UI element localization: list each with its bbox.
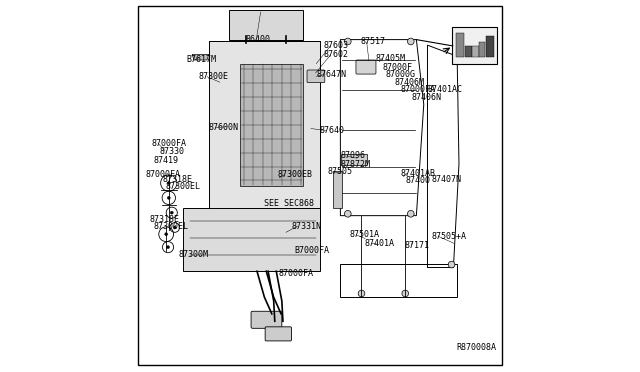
Text: 87400: 87400 bbox=[406, 176, 431, 185]
Circle shape bbox=[408, 211, 414, 217]
FancyBboxPatch shape bbox=[479, 42, 485, 57]
Text: 87501A: 87501A bbox=[349, 230, 380, 240]
Text: B7617M: B7617M bbox=[187, 55, 216, 64]
Circle shape bbox=[167, 182, 170, 185]
Polygon shape bbox=[192, 54, 209, 60]
Polygon shape bbox=[183, 208, 320, 271]
Text: 87300EL: 87300EL bbox=[165, 182, 200, 191]
Circle shape bbox=[173, 226, 176, 229]
Text: 87419: 87419 bbox=[153, 156, 178, 165]
FancyBboxPatch shape bbox=[452, 27, 497, 64]
Text: 87647N: 87647N bbox=[316, 70, 346, 79]
Text: 87000G: 87000G bbox=[386, 70, 416, 79]
Text: 87330: 87330 bbox=[160, 147, 185, 156]
Text: 87300EL: 87300EL bbox=[153, 222, 188, 231]
Text: 87300E: 87300E bbox=[198, 72, 228, 81]
Text: 87318E: 87318E bbox=[150, 215, 179, 224]
FancyBboxPatch shape bbox=[307, 70, 325, 83]
Text: 87505: 87505 bbox=[328, 167, 353, 176]
Text: 87602: 87602 bbox=[324, 50, 349, 59]
FancyBboxPatch shape bbox=[251, 311, 282, 328]
Text: 87600N: 87600N bbox=[209, 123, 239, 132]
Circle shape bbox=[170, 211, 173, 214]
Text: 87171: 87171 bbox=[404, 241, 429, 250]
Text: B7000FA: B7000FA bbox=[295, 246, 330, 255]
Polygon shape bbox=[209, 41, 320, 208]
FancyBboxPatch shape bbox=[340, 154, 367, 164]
Text: 87300EB: 87300EB bbox=[277, 170, 312, 179]
Circle shape bbox=[344, 211, 351, 217]
Circle shape bbox=[164, 233, 168, 235]
Text: R870008A: R870008A bbox=[456, 343, 497, 352]
Text: 87406M: 87406M bbox=[394, 78, 424, 87]
Circle shape bbox=[344, 38, 351, 45]
Text: 87401A: 87401A bbox=[364, 239, 394, 248]
Text: 87300M: 87300M bbox=[179, 250, 209, 259]
Text: 87407N: 87407N bbox=[431, 175, 461, 184]
Circle shape bbox=[166, 246, 170, 248]
Text: 87401AC: 87401AC bbox=[428, 85, 463, 94]
Circle shape bbox=[408, 38, 414, 45]
FancyBboxPatch shape bbox=[465, 45, 472, 57]
FancyBboxPatch shape bbox=[265, 327, 291, 341]
Text: 87872M: 87872M bbox=[340, 160, 371, 169]
FancyBboxPatch shape bbox=[472, 45, 479, 57]
Text: 87096: 87096 bbox=[340, 151, 365, 160]
Circle shape bbox=[358, 290, 365, 297]
Text: 87318E: 87318E bbox=[163, 175, 193, 184]
Text: 87406N: 87406N bbox=[412, 93, 442, 102]
Text: 87000FA: 87000FA bbox=[145, 170, 180, 179]
FancyBboxPatch shape bbox=[356, 60, 376, 74]
Polygon shape bbox=[456, 33, 464, 57]
Polygon shape bbox=[229, 10, 303, 39]
Text: 87401AB: 87401AB bbox=[401, 169, 436, 177]
Circle shape bbox=[402, 290, 408, 297]
Polygon shape bbox=[333, 171, 342, 208]
Text: 87640: 87640 bbox=[319, 126, 344, 135]
Text: 87505+A: 87505+A bbox=[431, 231, 466, 241]
Text: 87000FA: 87000FA bbox=[278, 269, 314, 278]
Polygon shape bbox=[240, 64, 303, 186]
Text: 87517: 87517 bbox=[360, 37, 385, 46]
Text: 87405M: 87405M bbox=[376, 54, 406, 62]
Text: 87331N: 87331N bbox=[291, 221, 321, 231]
Text: 87603: 87603 bbox=[324, 41, 349, 50]
Text: 86400: 86400 bbox=[246, 35, 271, 44]
FancyBboxPatch shape bbox=[486, 36, 494, 57]
Text: 87000FA: 87000FA bbox=[152, 139, 186, 148]
Circle shape bbox=[448, 261, 455, 268]
Text: 87000F: 87000F bbox=[382, 63, 412, 72]
Circle shape bbox=[167, 196, 170, 199]
Text: SEE SEC868: SEE SEC868 bbox=[264, 199, 314, 208]
Text: 87000FA: 87000FA bbox=[401, 85, 436, 94]
